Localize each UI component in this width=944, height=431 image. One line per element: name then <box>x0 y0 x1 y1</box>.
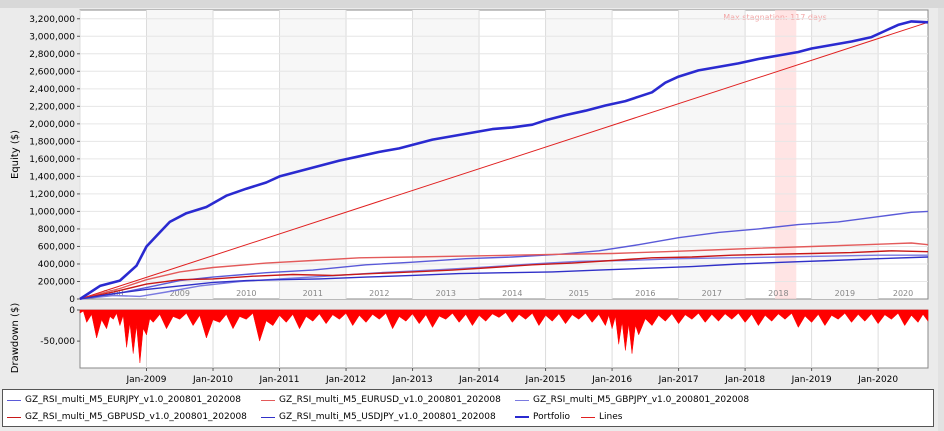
equity-y-tick-label: 3,200,000 <box>29 15 75 25</box>
equity-y-tick-label: 1,600,000 <box>29 155 75 165</box>
equity-y-tick-label: 800,000 <box>38 225 75 235</box>
x-axis-tick-label: Jan-2019 <box>791 375 832 385</box>
series-line-gz-rsi-multi-m5-eurusd-v1-0-200801-202008 <box>79 242 929 300</box>
legend-label: GZ_RSI_multi_M5_EURUSD_v1.0_200801_20200… <box>279 395 501 405</box>
x-axis-tick-label: Jan-2013 <box>392 375 433 385</box>
legend-label: GZ_RSI_multi_M5_EURJPY_v1.0_200801_20200… <box>25 395 242 405</box>
equity-y-tick-label: 2,200,000 <box>29 102 75 112</box>
x-axis-tick-label: Jan-2018 <box>724 375 765 385</box>
scrollbar-edge[interactable] <box>938 8 944 431</box>
stagnation-annotation: Max stagnation: 117 days <box>723 13 827 22</box>
equity-y-tick-label: 1,400,000 <box>29 172 75 182</box>
x-axis-tick-label: Jan-2014 <box>458 375 499 385</box>
year-band <box>412 10 480 299</box>
equity-y-tick-label: 0 <box>69 295 75 305</box>
x-axis-tick-label: Jan-2017 <box>658 375 699 385</box>
legend-swatch <box>515 416 529 418</box>
legend-label: GZ_RSI_multi_M5_GBPJPY_v1.0_200801_20200… <box>533 395 750 405</box>
x-axis-tick-label: Jan-2012 <box>325 375 366 385</box>
legend-item: Portfolio <box>515 410 570 424</box>
year-label: 2019 <box>835 289 855 298</box>
series-line-gz-rsi-multi-m5-gbpusd-v1-0-200801-202008 <box>79 250 929 300</box>
year-label: 2014 <box>502 289 522 298</box>
year-label: 2018 <box>768 289 788 298</box>
equity-y-tick-label: 400,000 <box>38 260 75 270</box>
equity-y-tick-label: 1,000,000 <box>29 207 75 217</box>
year-band <box>811 10 879 299</box>
x-axis-tick-label: Jan-2016 <box>591 375 632 385</box>
legend-item: GZ_RSI_multi_M5_EURJPY_v1.0_200801_20200… <box>7 393 241 407</box>
equity-y-tick-label: 2,600,000 <box>29 67 75 77</box>
legend-item: GZ_RSI_multi_M5_GBPUSD_v1.0_200801_20200… <box>7 410 247 424</box>
x-axis-tick-label: Jan-2009 <box>125 375 166 385</box>
year-label: 2013 <box>436 289 456 298</box>
year-label: 2012 <box>369 289 389 298</box>
year-label: 2016 <box>635 289 655 298</box>
year-label: 2011 <box>303 289 323 298</box>
legend-item: Lines <box>581 410 622 424</box>
equity-y-tick-label: 1,800,000 <box>29 137 75 147</box>
legend-item: GZ_RSI_multi_M5_EURUSD_v1.0_200801_20200… <box>261 393 501 407</box>
x-axis-tick-label: Jan-2020 <box>857 375 898 385</box>
year-label: 2009 <box>170 289 190 298</box>
year-label: 2020 <box>893 289 913 298</box>
legend-swatch <box>515 399 529 401</box>
window-top-strip <box>0 0 944 8</box>
x-axis-tick-label: Jan-2010 <box>192 375 233 385</box>
x-axis-tick-label: Jan-2015 <box>525 375 566 385</box>
charts-canvas: Max stagnation: 117 days 0 200,000 400,000 6… <box>10 9 929 385</box>
year-band <box>146 10 214 299</box>
drawdown-y-tick-label: 0 <box>69 306 75 316</box>
year-label: 2010 <box>236 289 256 298</box>
drawdown-y-axis-title: Drawdown ($) <box>10 303 21 374</box>
drawdown-y-tick-label: -50,000 <box>40 337 75 347</box>
equity-y-tick-label: 2,800,000 <box>29 50 75 60</box>
series-line-lines <box>79 21 929 300</box>
legend-label: Portfolio <box>533 412 571 422</box>
series-line-gz-rsi-multi-m5-usdjpy-v1-0-200801-202008 <box>79 256 929 300</box>
equity-y-tick-label: 600,000 <box>38 242 75 252</box>
equity-y-tick-label: 200,000 <box>38 277 75 287</box>
year-label: 2015 <box>569 289 589 298</box>
legend: GZ_RSI_multi_M5_EURJPY_v1.0_200801_20200… <box>2 389 934 427</box>
equity-y-tick-label: 2,000,000 <box>29 120 75 130</box>
drawdown-area <box>79 309 929 363</box>
series-line-gz-rsi-multi-m5-gbpjpy-v1-0-200801-202008 <box>79 254 928 300</box>
legend-label: GZ_RSI_multi_M5_GBPUSD_v1.0_200801_20200… <box>25 412 247 422</box>
legend-swatch <box>261 416 275 418</box>
legend-label: GZ_RSI_multi_M5_USDJPY_v1.0_200801_20200… <box>279 412 496 422</box>
legend-swatch <box>581 416 595 418</box>
equity-y-tick-label: 1,200,000 <box>29 190 75 200</box>
series-line-portfolio <box>79 20 929 301</box>
legend-item: GZ_RSI_multi_M5_USDJPY_v1.0_200801_20200… <box>261 410 496 424</box>
equity-y-tick-label: 2,400,000 <box>29 85 75 95</box>
legend-item: GZ_RSI_multi_M5_GBPJPY_v1.0_200801_20200… <box>515 393 749 407</box>
equity-y-tick-label: 3,000,000 <box>29 32 75 42</box>
legend-label: Lines <box>599 412 623 422</box>
year-band <box>279 10 347 299</box>
x-axis-tick-label: Jan-2011 <box>259 375 300 385</box>
year-label: 2017 <box>702 289 722 298</box>
equity-y-axis-title: Equity ($) <box>10 130 21 179</box>
legend-swatch <box>7 399 21 401</box>
legend-swatch <box>261 399 275 401</box>
legend-swatch <box>7 416 21 418</box>
